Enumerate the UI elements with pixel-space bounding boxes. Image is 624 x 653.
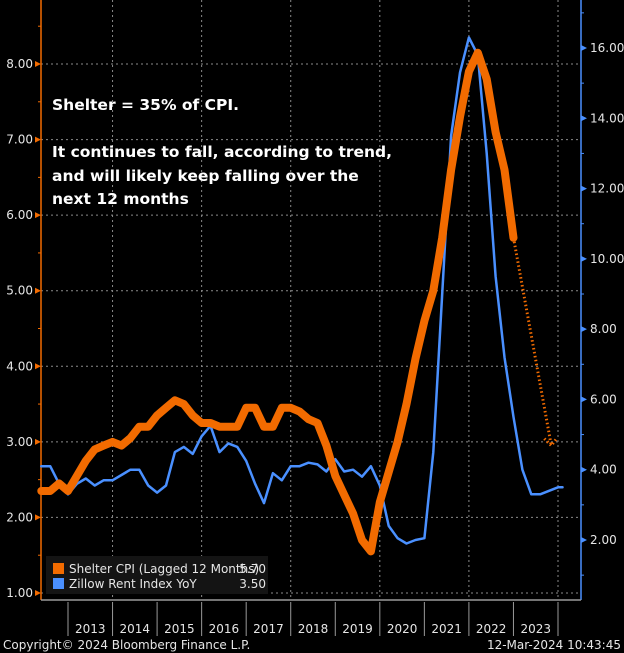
left-axis-tick (35, 136, 41, 143)
right-axis-tick (581, 466, 587, 473)
left-axis-tick-label: 5.00 (6, 284, 33, 298)
x-axis: 2013 2014 2015 2016 2017 2018 2019 2020 2021 2022… (41, 599, 581, 636)
right-axis-tick (581, 255, 587, 262)
left-axis-tick (35, 514, 41, 521)
left-axis-tick-label: 2.00 (6, 510, 33, 524)
right-axis-tick-label: 10.00 (590, 252, 624, 266)
x-axis-tick-label: 2022 (476, 622, 507, 636)
right-axis-tick-label: 14.00 (590, 111, 624, 125)
legend-swatch-shelter (53, 563, 64, 574)
copyright: Copyright© 2024 Bloomberg Finance L.P. (3, 638, 250, 652)
right-axis-tick (581, 45, 587, 51)
right-axis-tick (581, 396, 587, 403)
x-axis-tick-label: 2018 (298, 622, 329, 636)
right-axis-tick (581, 537, 587, 543)
x-axis-tick-label: 2019 (342, 622, 373, 636)
right-axis-tick-label: 4.00 (590, 463, 617, 477)
left-axis-tick-label: 3.00 (6, 435, 33, 449)
right-axis-tick (581, 326, 587, 333)
legend-label-shelter: Shelter CPI (Lagged 12 Months) (69, 562, 259, 576)
annotation-line-3: and will likely keep falling over the (52, 167, 359, 185)
timestamp: 12-Mar-2024 10:43:45 (487, 638, 621, 652)
right-axis-tick-label: 6.00 (590, 392, 617, 406)
x-axis-tick-label: 2016 (209, 622, 240, 636)
left-axis: 1.00 2.00 3.00 4.00 5.00 6.00 7.00 8.00 (6, 0, 42, 600)
right-axis: 2.00 4.00 6.00 8.00 10.00 12.00 14.00 16.00 (580, 0, 624, 600)
x-axis-tick-label: 2021 (431, 622, 462, 636)
left-axis-tick-label: 7.00 (6, 133, 33, 147)
series-line-shelter-projection (512, 237, 553, 446)
series-line-zillow-rent (40, 36, 564, 545)
annotation-line-4: next 12 months (52, 190, 189, 208)
right-axis-tick-label: 16.00 (590, 41, 624, 55)
right-axis-tick (581, 115, 587, 122)
left-axis-tick-label: 8.00 (6, 57, 33, 71)
left-axis-tick (35, 61, 41, 67)
legend-label-zillow: Zillow Rent Index YoY (69, 577, 197, 591)
right-axis-tick-label: 2.00 (590, 533, 617, 547)
projection-arrowhead (543, 436, 559, 448)
left-axis-tick (35, 212, 41, 219)
left-axis-tick (35, 590, 41, 596)
left-axis-tick-label: 6.00 (6, 208, 33, 222)
left-axis-tick (35, 438, 41, 445)
x-axis-tick-label: 2013 (75, 622, 106, 636)
x-axis-tick-label: 2020 (387, 622, 418, 636)
series-line-shelter-cpi (37, 48, 518, 556)
legend-value-shelter: 5.70 (239, 562, 266, 576)
annotation-line-2: It continues to fall, according to trend… (52, 143, 392, 161)
annotation-line-1: Shelter = 35% of CPI. (52, 96, 239, 114)
left-axis-tick-label: 4.00 (6, 359, 33, 373)
grid (41, 0, 581, 600)
x-axis-tick-label: 2015 (164, 622, 195, 636)
legend-swatch-zillow (53, 578, 64, 589)
x-axis-tick-label: 2023 (520, 622, 551, 636)
legend-background (46, 556, 268, 594)
legend: Shelter CPI (Lagged 12 Months) 5.70 Zill… (46, 556, 268, 594)
series-layer (37, 36, 564, 556)
annotation: Shelter = 35% of CPI. It continues to fa… (52, 96, 392, 208)
left-axis-tick-label: 1.00 (6, 586, 33, 600)
legend-value-zillow: 3.50 (239, 577, 266, 591)
x-axis-tick-label: 2014 (120, 622, 151, 636)
right-axis-tick-label: 12.00 (590, 182, 624, 196)
x-axis-tick-label: 2017 (253, 622, 284, 636)
left-axis-tick (35, 363, 41, 370)
right-axis-tick (581, 185, 587, 192)
left-axis-tick (35, 287, 41, 294)
right-axis-tick-label: 8.00 (590, 322, 617, 336)
